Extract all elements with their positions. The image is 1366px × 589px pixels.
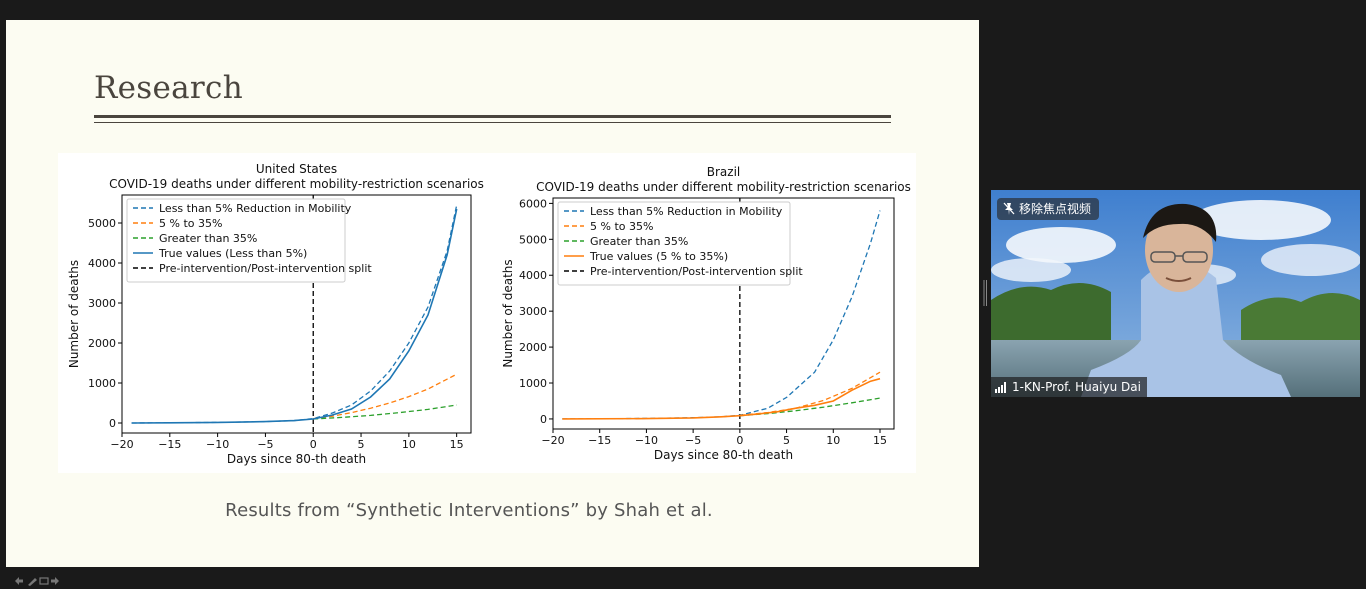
- legend-entry: 5 % to 35%: [159, 217, 222, 230]
- x-tick-label: −10: [206, 438, 229, 451]
- series-line: [739, 371, 881, 416]
- chart-title: United States: [256, 162, 337, 176]
- x-axis-label: Days since 80-th death: [227, 452, 366, 466]
- y-tick-label: 5000: [88, 217, 116, 230]
- y-axis-label: Number of deaths: [67, 260, 81, 368]
- series-line: [131, 204, 458, 424]
- legend-entry: True values (5 % to 35%): [589, 250, 728, 263]
- series-line: [313, 404, 457, 420]
- chart-subtitle: COVID-19 deaths under different mobility…: [536, 180, 911, 194]
- y-axis-label: Number of deaths: [501, 259, 515, 367]
- title-rule-thin: [94, 122, 891, 123]
- y-tick-label: 4000: [519, 269, 547, 282]
- x-tick-label: 15: [873, 434, 887, 447]
- figure-panel: United States COVID-19 deaths under diffe…: [58, 153, 916, 473]
- series-line: [562, 377, 881, 420]
- x-tick-label: 10: [826, 434, 840, 447]
- participant-name: 1-KN-Prof. Huaiyu Dai: [1012, 380, 1141, 394]
- slide-caption: Results from “Synthetic Interventions” b…: [225, 500, 713, 521]
- unpin-label: 移除焦点视频: [1019, 202, 1092, 216]
- legend-entry: Less than 5% Reduction in Mobility: [159, 202, 352, 215]
- y-tick-label: 0: [109, 417, 116, 430]
- x-tick-label: 15: [450, 438, 464, 451]
- x-tick-label: −10: [635, 434, 658, 447]
- x-tick-label: −20: [110, 438, 133, 451]
- unpin-video-button[interactable]: 移除焦点视频: [997, 198, 1100, 220]
- title-rule-thick: [94, 115, 891, 118]
- legend-box: [126, 198, 346, 283]
- y-tick-label: 3000: [88, 297, 116, 310]
- y-tick-label: 1000: [88, 377, 116, 390]
- legend-box: [557, 201, 791, 286]
- y-tick-label: 4000: [88, 257, 116, 270]
- slide-title: Research: [94, 70, 243, 106]
- x-tick-label: 5: [783, 434, 790, 447]
- webcam-feed: [991, 190, 1360, 397]
- x-tick-label: 0: [310, 438, 317, 451]
- legend-entry: Less than 5% Reduction in Mobility: [590, 205, 783, 218]
- y-tick-label: 2000: [519, 341, 547, 354]
- legend-entry: Pre-intervention/Post-intervention split: [590, 265, 803, 278]
- x-tick-label: −5: [257, 438, 273, 451]
- y-tick-label: 1000: [519, 377, 547, 390]
- x-tick-label: −20: [541, 434, 564, 447]
- panel-splitter-handle[interactable]: [982, 280, 988, 306]
- x-tick-label: −15: [158, 438, 181, 451]
- unpin-icon: [1003, 202, 1015, 215]
- series-line: [313, 373, 457, 420]
- x-tick-label: 5: [358, 438, 365, 451]
- legend-entry: Greater than 35%: [590, 235, 688, 248]
- y-tick-label: 2000: [88, 337, 116, 350]
- presentation-slide: Research United States COVID-19 deaths un…: [6, 20, 979, 586]
- y-tick-label: 3000: [519, 305, 547, 318]
- x-tick-label: −5: [685, 434, 701, 447]
- y-tick-label: 6000: [519, 197, 547, 210]
- x-tick-label: −15: [588, 434, 611, 447]
- chart-subtitle: COVID-19 deaths under different mobility…: [109, 177, 484, 191]
- plot-frame: [121, 194, 472, 434]
- y-tick-label: 0: [540, 413, 547, 426]
- chart-title: Brazil: [707, 165, 741, 179]
- plot-frame: [552, 197, 895, 430]
- legend-entry: True values (Less than 5%): [158, 247, 307, 260]
- legend-entry: 5 % to 35%: [590, 220, 653, 233]
- legend-entry: Greater than 35%: [159, 232, 257, 245]
- x-axis-label: Days since 80-th death: [654, 448, 793, 462]
- y-tick-label: 5000: [519, 233, 547, 246]
- pinned-video-tile[interactable]: 移除焦点视频 1-KN-Prof. Huaiyu Dai: [991, 190, 1360, 397]
- x-tick-label: 0: [736, 434, 743, 447]
- legend-entry: Pre-intervention/Post-intervention split: [159, 262, 372, 275]
- x-tick-label: 10: [402, 438, 416, 451]
- series-line: [131, 208, 458, 424]
- participant-name-bar: 1-KN-Prof. Huaiyu Dai: [991, 377, 1147, 397]
- signal-bars-icon: [995, 381, 1006, 393]
